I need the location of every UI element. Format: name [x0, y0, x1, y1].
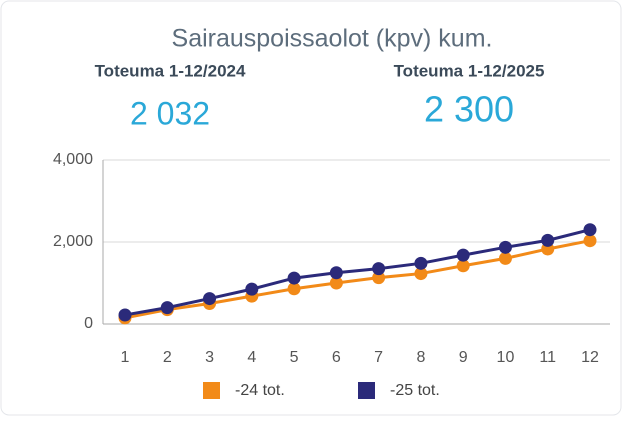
data-point — [372, 262, 386, 276]
data-point — [372, 271, 386, 285]
data-point — [414, 256, 428, 270]
y-tick-label: 0 — [84, 315, 93, 332]
data-point — [287, 282, 301, 296]
legend-swatch — [358, 382, 375, 399]
series-line — [124, 239, 591, 320]
x-tick-label: 2 — [163, 349, 172, 366]
x-tick-label: 5 — [290, 349, 299, 366]
data-point — [498, 240, 512, 254]
kpi-label: Toteuma 1-12/2025 — [394, 61, 545, 80]
data-point — [583, 234, 597, 248]
data-point — [287, 271, 301, 285]
x-tick-label: 8 — [416, 349, 425, 366]
data-point — [118, 308, 132, 322]
x-tick-label: 6 — [332, 349, 341, 366]
legend-label: -25 tot. — [390, 382, 440, 399]
data-point — [160, 301, 174, 315]
kpi-value: 2 032 — [130, 95, 210, 131]
x-tick-label: 11 — [539, 349, 556, 366]
data-point — [456, 259, 470, 273]
x-tick-label: 1 — [121, 349, 130, 366]
data-point — [245, 282, 259, 296]
x-tick-label: 10 — [497, 349, 515, 366]
x-tick-label: 3 — [205, 349, 214, 366]
data-point — [456, 248, 470, 262]
y-tick-label: 4,000 — [53, 151, 93, 168]
data-point — [203, 292, 217, 306]
kpi-value: 2 300 — [424, 89, 514, 130]
data-point — [541, 233, 555, 247]
x-tick-label: 9 — [459, 349, 468, 366]
data-point — [414, 267, 428, 281]
chart-title: Sairauspoissaolot (kpv) kum. — [172, 25, 493, 53]
x-tick-label: 12 — [581, 349, 599, 366]
data-point — [329, 276, 343, 290]
data-point — [498, 251, 512, 265]
series-line — [124, 228, 591, 317]
x-tick-label: 4 — [247, 349, 256, 366]
legend-label: -24 tot. — [235, 382, 285, 399]
data-point — [329, 266, 343, 280]
y-tick-label: 2,000 — [53, 233, 93, 250]
data-point — [583, 223, 597, 237]
kpi-label: Toteuma 1-12/2024 — [95, 61, 246, 80]
legend-swatch — [203, 382, 220, 399]
x-tick-label: 7 — [374, 349, 383, 366]
